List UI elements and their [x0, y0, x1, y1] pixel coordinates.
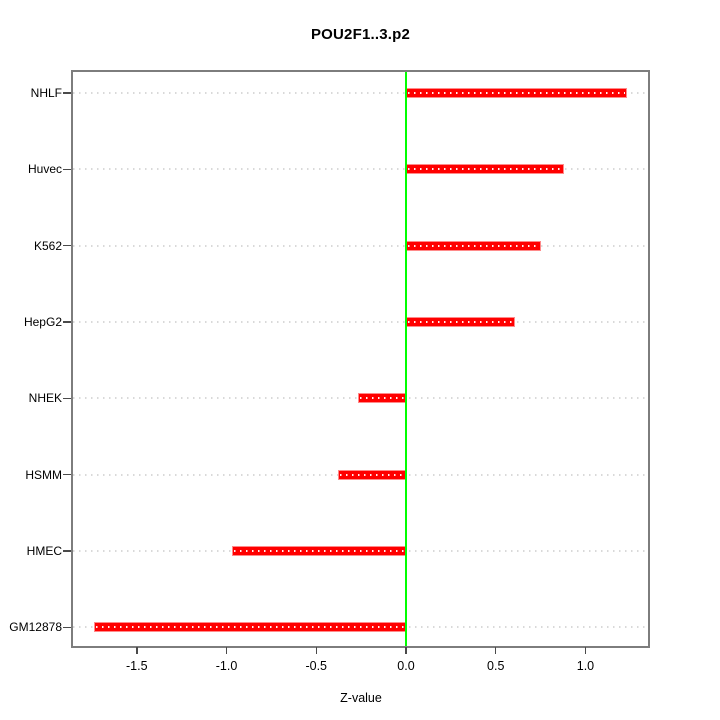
- x-axis-label: Z-value: [340, 691, 382, 705]
- bar-gm12878: [93, 622, 406, 633]
- x-axis-tick: [136, 647, 138, 654]
- gridline: [73, 92, 648, 94]
- plot-area: [71, 70, 650, 648]
- y-axis-label: K562: [33, 238, 62, 253]
- y-axis-label: GM12878: [9, 620, 62, 635]
- x-axis-tick: [494, 647, 497, 654]
- x-tick-label: -0.5: [305, 659, 328, 673]
- bar-hepg2: [405, 316, 516, 327]
- bar-hsmm: [337, 469, 406, 480]
- bar-stripe: [339, 473, 404, 476]
- x-tick-label: 0.5: [487, 659, 505, 673]
- plot-frame: [71, 70, 650, 648]
- y-axis-tick: [63, 397, 71, 400]
- x-tick-label: -1.0: [215, 659, 238, 673]
- y-axis-tick: [63, 244, 71, 247]
- bar-stripe: [407, 92, 625, 94]
- y-axis-tick: [63, 550, 71, 552]
- y-axis-tick: [63, 626, 71, 629]
- bar-huvec: [405, 164, 564, 175]
- bar-nhlf: [405, 88, 627, 98]
- bar-stripe: [233, 549, 404, 552]
- y-axis-label: HMEC: [26, 543, 62, 558]
- bar-stripe: [407, 168, 562, 171]
- gridline: [73, 244, 648, 247]
- y-axis-tick: [63, 92, 71, 94]
- bar-stripe: [407, 244, 539, 247]
- chart-title: POU2F1..3.p2: [310, 26, 411, 43]
- x-tick-label: 1.0: [576, 659, 595, 673]
- y-axis-label: NHLF: [30, 86, 62, 100]
- y-axis-tick: [63, 321, 71, 323]
- bar-nhek: [357, 393, 406, 404]
- y-axis-label: HepG2: [23, 314, 62, 329]
- y-axis-label: HSMM: [25, 467, 62, 482]
- x-tick-label: -1.5: [126, 659, 148, 673]
- y-axis-label: Huvec: [27, 162, 62, 177]
- zero-reference-line: [404, 71, 407, 647]
- x-axis-tick: [225, 647, 228, 654]
- bar-stripe: [407, 320, 514, 323]
- bar-hmec: [231, 545, 406, 556]
- y-axis-tick: [63, 473, 71, 476]
- x-axis-tick: [405, 647, 407, 654]
- x-axis-tick: [584, 647, 587, 654]
- gridline: [73, 320, 648, 323]
- bar-k562: [405, 240, 541, 251]
- y-axis-tick: [63, 168, 71, 171]
- bar-stripe: [359, 397, 404, 400]
- x-axis-tick: [315, 647, 317, 654]
- x-tick-label: 0.0: [397, 659, 415, 673]
- gridline: [73, 168, 648, 171]
- bar-stripe: [95, 626, 404, 629]
- y-axis-label: NHEK: [28, 391, 62, 406]
